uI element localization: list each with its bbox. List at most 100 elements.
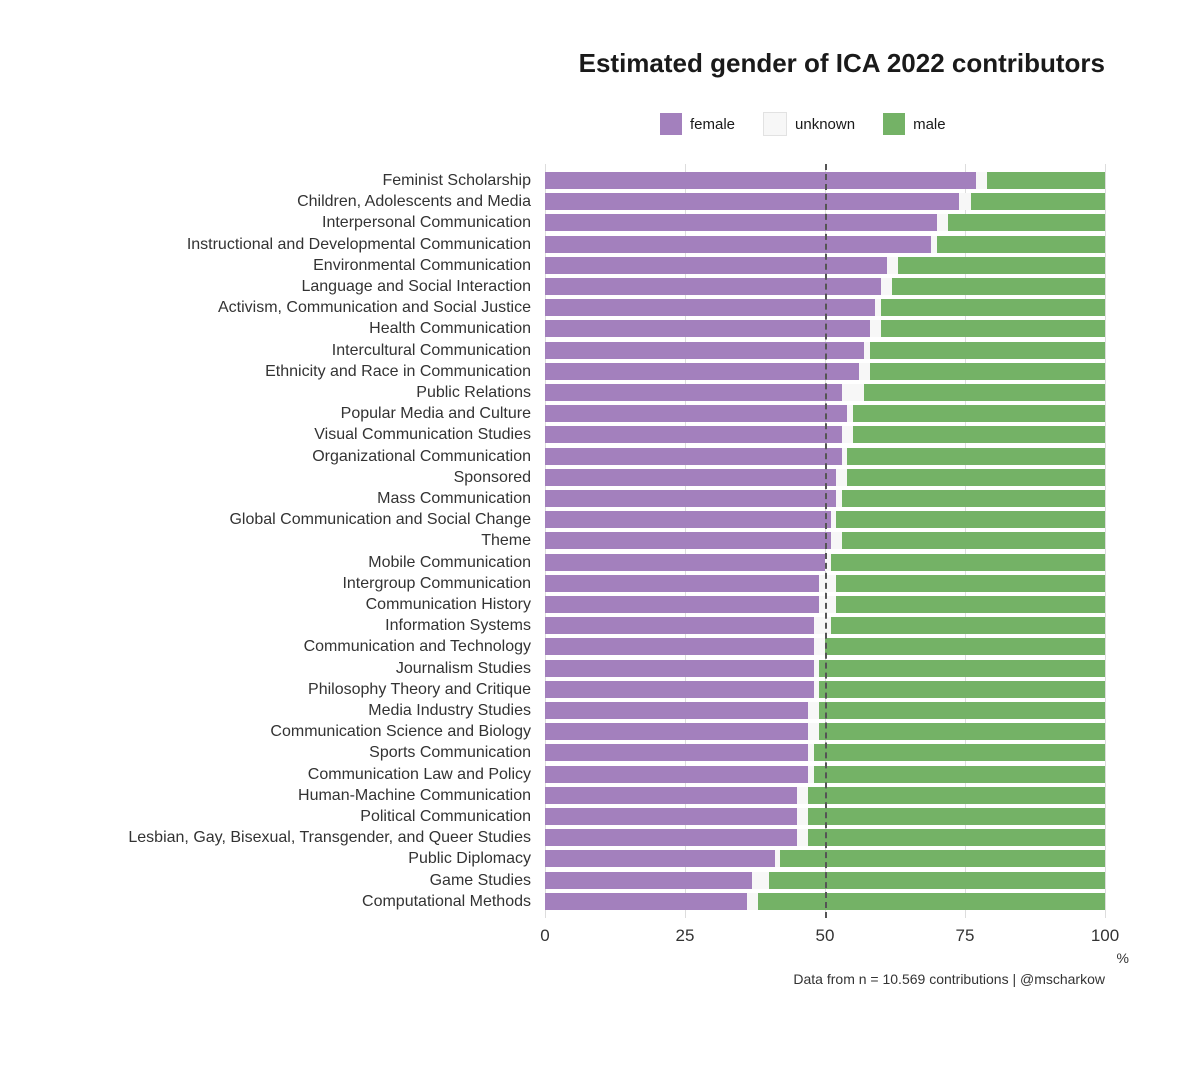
category-label: Mass Communication [377, 488, 531, 509]
bar-segment-male [847, 448, 1105, 465]
bar-segment-male [836, 511, 1105, 528]
bar-segment-unknown [797, 787, 808, 804]
bar-segment-female [545, 278, 881, 295]
bar-segment-female [545, 384, 842, 401]
bar-segment-unknown [887, 257, 898, 274]
bar-segment-female [545, 893, 747, 910]
category-label: Sports Communication [369, 742, 531, 763]
bar-segment-female [545, 638, 814, 655]
bar-segment-female [545, 596, 819, 613]
category-label: Ethnicity and Race in Communication [265, 361, 531, 382]
category-label: Journalism Studies [396, 658, 531, 679]
x-tick-label: 75 [956, 926, 975, 946]
bar-segment-male [853, 405, 1105, 422]
bar-segment-male [819, 702, 1105, 719]
category-label: Political Communication [360, 806, 531, 827]
bar-segment-unknown [881, 278, 892, 295]
bar-segment-unknown [859, 363, 870, 380]
bar-segment-male [819, 660, 1105, 677]
bar-segment-male [881, 299, 1105, 316]
category-label: Public Relations [416, 382, 531, 403]
category-label: Game Studies [430, 870, 531, 891]
bar-segment-unknown [959, 193, 970, 210]
category-label: Communication Law and Policy [308, 764, 531, 785]
bar-segment-unknown [976, 172, 987, 189]
bar-segment-male [870, 363, 1105, 380]
bar-segment-male [831, 554, 1105, 571]
bar-segment-unknown [842, 384, 864, 401]
bar-segment-unknown [831, 532, 842, 549]
legend: female unknown male [660, 112, 946, 136]
bar-segment-female [545, 490, 836, 507]
bar-segment-female [545, 342, 864, 359]
bar-segment-male [819, 681, 1105, 698]
x-tick-label: 25 [676, 926, 695, 946]
bar-segment-female [545, 744, 808, 761]
legend-label-male: male [913, 116, 946, 133]
category-label: Children, Adolescents and Media [297, 191, 531, 212]
category-label: Sponsored [454, 467, 531, 488]
legend-item-male: male [883, 113, 946, 135]
category-label: Communication History [366, 594, 531, 615]
bar-segment-female [545, 236, 931, 253]
bar-segment-female [545, 702, 808, 719]
category-label: Activism, Communication and Social Justi… [218, 297, 531, 318]
reference-line [825, 164, 827, 918]
bar-segment-male [937, 236, 1105, 253]
bar-segment-female [545, 363, 859, 380]
bar-segment-male [825, 638, 1105, 655]
category-label: Interpersonal Communication [322, 212, 531, 233]
bar-segment-female [545, 808, 797, 825]
chart-caption: Data from n = 10.569 contributions | @ms… [793, 971, 1105, 987]
chart-title: Estimated gender of ICA 2022 contributor… [579, 48, 1105, 79]
bar-segment-female [545, 426, 842, 443]
bar-segment-unknown [842, 426, 853, 443]
bar-segment-unknown [819, 575, 836, 592]
category-label: Organizational Communication [312, 446, 531, 467]
bar-segment-male [808, 787, 1105, 804]
bar-segment-unknown [752, 872, 769, 889]
category-label: Media Industry Studies [368, 700, 531, 721]
legend-swatch-unknown [763, 112, 787, 136]
legend-label-unknown: unknown [795, 116, 855, 133]
category-label: Information Systems [385, 615, 531, 636]
category-label: Communication Science and Biology [270, 721, 531, 742]
bar-segment-male [819, 723, 1105, 740]
bar-segment-female [545, 766, 808, 783]
category-label: Intercultural Communication [332, 340, 531, 361]
category-label: Global Communication and Social Change [229, 509, 531, 530]
category-label: Communication and Technology [304, 636, 531, 657]
category-label: Visual Communication Studies [314, 424, 531, 445]
x-tick-label: 50 [816, 926, 835, 946]
bar-segment-female [545, 448, 842, 465]
bar-segment-unknown [819, 596, 836, 613]
chart-page: Estimated gender of ICA 2022 contributor… [0, 0, 1200, 1067]
gridline [1105, 164, 1106, 918]
bar-segment-female [545, 829, 797, 846]
category-label: Human-Machine Communication [298, 785, 531, 806]
legend-swatch-female [660, 113, 682, 135]
bar-segment-male [898, 257, 1105, 274]
legend-item-female: female [660, 113, 735, 135]
bar-segment-male [814, 744, 1105, 761]
bar-segment-female [545, 575, 819, 592]
category-label: Philosophy Theory and Critique [308, 679, 531, 700]
category-label: Intergroup Communication [342, 573, 531, 594]
category-label: Environmental Communication [313, 255, 531, 276]
bar-segment-female [545, 214, 937, 231]
bar-segment-male [881, 320, 1105, 337]
bar-segment-unknown [797, 829, 808, 846]
bar-segment-unknown [747, 893, 758, 910]
bar-segment-female [545, 787, 797, 804]
bar-segment-female [545, 320, 870, 337]
bar-segment-female [545, 532, 831, 549]
bar-segment-female [545, 872, 752, 889]
bar-segment-male [842, 532, 1105, 549]
x-axis-label: % [1117, 950, 1129, 966]
bar-segment-male [870, 342, 1105, 359]
category-label: Health Communication [369, 318, 531, 339]
legend-swatch-male [883, 113, 905, 135]
bar-segment-female [545, 723, 808, 740]
bar-segment-female [545, 850, 775, 867]
category-label: Mobile Communication [368, 552, 531, 573]
